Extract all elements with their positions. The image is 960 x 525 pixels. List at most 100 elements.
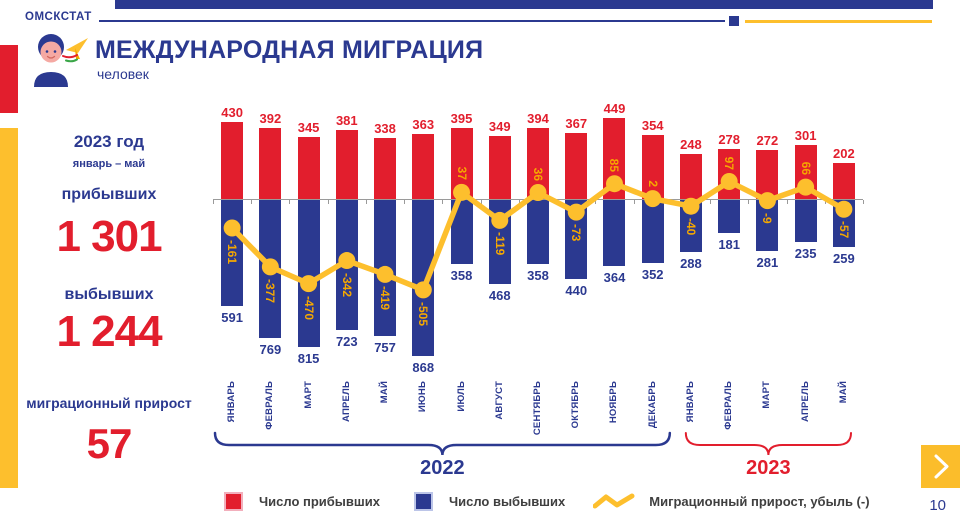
net-marker	[567, 203, 585, 221]
top-accent-bar	[115, 0, 933, 9]
year-brace	[213, 431, 672, 456]
arrivals-bar	[565, 132, 588, 199]
departures-value-label: 352	[641, 267, 664, 283]
net-marker	[261, 258, 279, 276]
net-marker	[376, 265, 394, 283]
arrivals-value-label: 338	[374, 121, 396, 137]
header-rule-yellow	[745, 20, 932, 23]
departures-bar	[794, 200, 817, 243]
departures-value-label: 181	[718, 236, 741, 252]
departures-bar	[565, 200, 588, 280]
left-accent-red	[0, 45, 18, 113]
net-marker	[223, 219, 241, 237]
departures-bar	[450, 200, 473, 265]
net-value-label: -505	[416, 301, 431, 326]
departures-bar	[679, 200, 702, 252]
net-line-layer	[213, 173, 853, 456]
net-value-label: 66	[798, 161, 813, 176]
departures-value-label: 769	[259, 342, 282, 358]
arrivals-value-label: 430	[221, 104, 243, 120]
axis-tick	[404, 200, 406, 204]
net-value-label: -73	[569, 224, 584, 242]
arrivals-bar	[832, 162, 855, 199]
net-value-label: -377	[263, 278, 278, 303]
stat-net-label: миграционный прирост	[26, 395, 192, 411]
departures-bar	[718, 200, 741, 233]
year-group-label: 2023	[746, 457, 791, 479]
legend-net-line-icon	[593, 493, 635, 508]
stat-net-value: 57	[86, 420, 133, 467]
arrivals-value-label: 367	[565, 115, 588, 131]
departures-bar	[603, 200, 626, 266]
departures-value-label: 259	[833, 250, 855, 266]
axis-tick	[289, 200, 291, 204]
arrivals-bar	[756, 150, 779, 199]
departures-value-label: 281	[756, 254, 779, 270]
arrivals-bar	[259, 128, 282, 199]
departures-bar	[527, 200, 549, 265]
net-value-label: -40	[683, 218, 698, 236]
stat-arrived-value: 1 301	[56, 212, 162, 261]
arrivals-value-label: 392	[259, 111, 282, 127]
net-marker	[453, 183, 471, 201]
departures-value-label: 757	[374, 340, 396, 356]
stat-arrived-label: прибывших	[61, 186, 157, 203]
net-value-label: -57	[836, 221, 851, 239]
departures-value-label: 358	[450, 268, 473, 284]
departures-bar	[297, 200, 320, 347]
arrivals-value-label: 301	[794, 127, 817, 143]
next-slide-button[interactable]	[921, 445, 960, 488]
departures-value-label: 440	[565, 283, 588, 299]
chart-legend: Число прибывших Число выбывших Миграцион…	[224, 492, 878, 511]
net-value-label: -470	[301, 295, 316, 320]
departures-value-label: 468	[488, 288, 511, 304]
axis-tick	[480, 200, 482, 204]
arrivals-bar	[641, 135, 664, 199]
axis-tick	[748, 200, 750, 204]
header-rule-square	[729, 16, 739, 26]
net-marker	[644, 190, 662, 208]
arrivals-bar	[221, 121, 244, 199]
arrivals-value-label: 395	[450, 110, 473, 126]
arrivals-bar	[335, 130, 358, 199]
stat-year: 2023 год	[73, 132, 145, 151]
legend-departed-swatch	[413, 492, 433, 511]
net-marker	[491, 211, 509, 229]
header-rule-blue	[99, 20, 725, 22]
stat-departed-label: выбывших	[64, 286, 154, 303]
plane-icon	[62, 38, 88, 63]
net-value-label: -161	[225, 239, 240, 264]
axis-tick	[824, 200, 826, 204]
departures-bar	[412, 200, 435, 357]
stat-period: январь – май	[72, 158, 146, 170]
legend-net-label: Миграционный прирост, убыль (-)	[649, 494, 870, 509]
departures-value-label: 868	[412, 360, 435, 376]
stat-departed-value: 1 244	[56, 307, 162, 356]
net-marker	[605, 175, 623, 193]
arrivals-value-label: 349	[488, 119, 511, 135]
arrivals-value-label: 394	[527, 111, 549, 127]
net-value-label: 85	[607, 158, 622, 172]
net-marker	[758, 192, 776, 210]
arrivals-bar	[374, 138, 397, 199]
legend-departed-label: Число выбывших	[448, 494, 566, 509]
arrivals-value-label: 248	[680, 137, 702, 153]
net-value-label: -9	[760, 212, 775, 224]
page-number: 10	[929, 497, 946, 514]
departures-value-label: 364	[603, 269, 626, 285]
axis-tick	[710, 200, 712, 204]
legend-arrived-label: Число прибывших	[259, 494, 380, 509]
departures-value-label: 288	[680, 255, 702, 271]
year-brace	[684, 432, 852, 456]
departures-value-label: 358	[527, 268, 549, 284]
arrivals-value-label: 363	[412, 116, 435, 132]
axis-tick	[251, 200, 253, 204]
legend-arrived-swatch	[224, 492, 243, 511]
axis-tick	[365, 200, 367, 204]
year-group-label: 2022	[420, 457, 465, 479]
net-value-label: 2	[645, 179, 660, 187]
arrivals-bar	[488, 136, 511, 199]
axis-tick	[213, 200, 214, 204]
axis-tick	[595, 200, 597, 204]
